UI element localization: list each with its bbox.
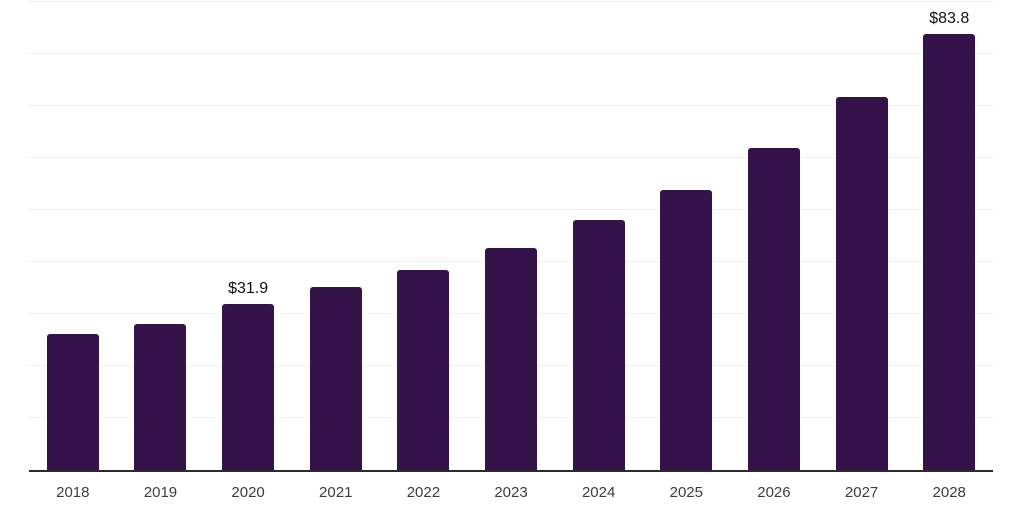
bar-2023 (485, 248, 538, 470)
x-tick-label-2025: 2025 (669, 484, 703, 501)
bar-slot-2026 (730, 2, 818, 470)
gridline (29, 53, 993, 54)
bar-slot-2028: $83.8 (905, 2, 993, 470)
x-axis-tick-labels: 2018 2019 2020 2021 2022 2023 2024 2025 2026 2027… (29, 484, 993, 501)
bar-slot-2018 (29, 2, 117, 470)
bar-2026 (747, 148, 800, 470)
bar-2025 (660, 190, 713, 470)
bars-row: $31.9 $83.8 (29, 2, 993, 470)
bar-2028 (923, 34, 976, 470)
bar-2018 (46, 334, 99, 470)
bar-slot-2024 (555, 2, 643, 470)
bar-slot-2023 (467, 2, 555, 470)
bar-2027 (835, 97, 888, 470)
bar-2020 (222, 304, 275, 470)
x-tick-label-2019: 2019 (143, 484, 178, 501)
gridline (29, 1, 993, 2)
bar-2021 (309, 287, 362, 470)
bar-slot-2020: $31.9 (204, 2, 292, 470)
x-tick-label-2027: 2027 (844, 484, 879, 501)
plot-area: $31.9 $83.8 (29, 1, 993, 472)
bar-2019 (134, 324, 187, 470)
gridline (29, 209, 993, 210)
x-tick-label-2022: 2022 (406, 484, 441, 501)
bar-slot-2025 (642, 2, 730, 470)
bar-slot-2021 (292, 2, 380, 470)
gridline (29, 105, 993, 106)
x-tick-label-2021: 2021 (319, 484, 353, 501)
gridline (29, 157, 993, 158)
bar-2024 (572, 220, 625, 470)
bar-value-label-2028: $83.8 (929, 10, 970, 27)
x-tick-label-2026: 2026 (757, 484, 791, 501)
bar-slot-2022 (380, 2, 468, 470)
bar-slot-2019 (117, 2, 205, 470)
x-tick-label-2028: 2028 (932, 484, 966, 501)
x-tick-label-2020: 2020 (231, 484, 265, 501)
bar-slot-2027 (818, 2, 906, 470)
bar-2022 (397, 270, 450, 470)
x-tick-label-2023: 2023 (494, 484, 528, 501)
x-tick-label-2018: 2018 (56, 484, 90, 501)
x-tick-label-2024: 2024 (581, 484, 616, 501)
bar-value-label-2020: $31.9 (228, 280, 269, 297)
